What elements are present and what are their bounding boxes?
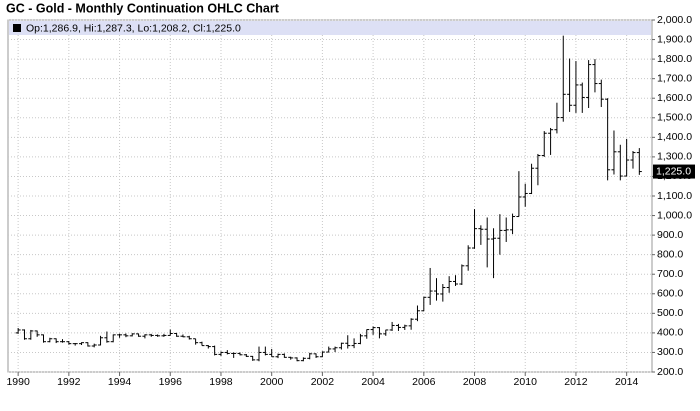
y-tick-label: 1,800.0: [657, 53, 692, 65]
y-tick-label: 1,400.0: [657, 131, 692, 143]
y-tick-label: 400.0: [657, 327, 683, 339]
last-price-box: [653, 164, 695, 179]
y-tick-label: 1,500.0: [657, 112, 692, 124]
y-tick-label: 1,600.0: [657, 92, 692, 104]
x-tick-label: 2008: [463, 376, 487, 388]
y-tick-label: 600.0: [657, 288, 683, 300]
x-tick-label: 2000: [260, 376, 284, 388]
y-tick-label: 200.0: [657, 366, 683, 378]
y-tick-label: 500.0: [657, 307, 683, 319]
y-tick-label: 300.0: [657, 346, 683, 358]
x-tick-label: 2010: [514, 376, 538, 388]
legend-band: [9, 21, 651, 35]
chart-title: GC - Gold - Monthly Continuation OHLC Ch…: [6, 1, 280, 15]
last-price-label: 1,225.0: [656, 165, 691, 177]
y-tick-label: 1,300.0: [657, 151, 692, 163]
x-tick-label: 2014: [615, 376, 639, 388]
x-tick-label: 2006: [412, 376, 436, 388]
legend-swatch: [13, 24, 21, 32]
y-tick-label: 2,000.0: [657, 14, 692, 26]
y-tick-label: 900.0: [657, 229, 683, 241]
legend-text: Op:1,286.9, Hi:1,287.3, Lo:1,208.2, Cl:1…: [26, 22, 241, 34]
y-tick-label: 700.0: [657, 268, 683, 280]
y-tick-label: 1,900.0: [657, 33, 692, 45]
x-tick-label: 1992: [57, 376, 81, 388]
x-tick-label: 1990: [6, 376, 30, 388]
y-tick-label: 1,000.0: [657, 209, 692, 221]
x-tick-label: 1996: [159, 376, 183, 388]
y-tick-label: 1,100.0: [657, 190, 692, 202]
x-tick-label: 2002: [311, 376, 335, 388]
x-tick-label: 1994: [108, 376, 132, 388]
y-tick-label: 1,700.0: [657, 72, 692, 84]
x-tick-label: 1998: [209, 376, 233, 388]
x-tick-label: 2012: [564, 376, 588, 388]
y-tick-label: 800.0: [657, 248, 683, 260]
x-tick-label: 2004: [361, 376, 385, 388]
